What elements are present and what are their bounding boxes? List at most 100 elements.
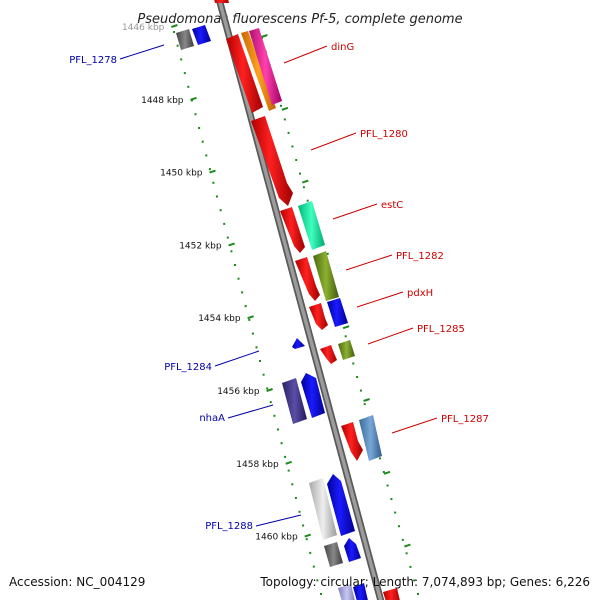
gene-PFL_1280[interactable] [251, 116, 293, 206]
guide-dot [291, 145, 294, 148]
axis-tick-mark [301, 179, 309, 184]
guide-dot [223, 222, 226, 225]
gene-pdxH[interactable] [327, 298, 348, 327]
guide-dot [283, 118, 286, 121]
gene-PFL_1287[interactable] [359, 415, 382, 461]
guide-dot [316, 579, 319, 582]
guide-dot [273, 414, 276, 417]
gene-nhaA-purple[interactable] [282, 378, 307, 424]
gene-PFL_1285-red[interactable] [320, 345, 337, 364]
gene-PFL_1278-gray[interactable] [176, 29, 194, 50]
gene-PFL_1282[interactable] [313, 251, 339, 301]
gene-pdxH-red[interactable] [309, 303, 328, 330]
guide-dot [287, 131, 290, 134]
guide-dot [244, 305, 247, 308]
guide-dot [356, 376, 359, 378]
guide-dot [190, 99, 193, 102]
guide-dot [386, 484, 389, 487]
guide-dot [219, 209, 222, 212]
gene-label-nhaA[interactable]: nhaA [199, 413, 225, 424]
guide-dot [390, 498, 393, 501]
guide-dot [413, 579, 416, 582]
gene-label-PFL_1280[interactable]: PFL_1280 [360, 129, 408, 140]
axis-tick-label: 1448 kbp [141, 96, 184, 106]
axis-tick-mark [363, 398, 370, 402]
guide-dot [251, 332, 254, 335]
axis-tick-label: 1452 kbp [179, 241, 222, 251]
axis-tick-label: 1450 kbp [160, 169, 203, 179]
guide-dot [269, 401, 272, 404]
guide-dot [401, 538, 404, 541]
guide-dot [287, 469, 290, 472]
gene-bottom-blue[interactable] [344, 538, 361, 562]
guide-dot [280, 104, 282, 107]
guide-dot [284, 455, 287, 458]
gene-label-PFL_1288[interactable]: PFL_1288 [205, 521, 253, 532]
guide-dot [309, 551, 312, 554]
gene-label-PFL_1285[interactable]: PFL_1285 [417, 324, 465, 335]
guide-dot [226, 236, 229, 239]
guide-dot [187, 85, 190, 88]
gene-PFL_1284[interactable] [292, 338, 305, 349]
axis-tick-mark [209, 169, 216, 174]
guide-dot [208, 168, 211, 171]
axis-tick-mark [247, 315, 254, 320]
forward-genes [213, 0, 401, 600]
gene-dinG-orange[interactable] [241, 31, 276, 111]
axis-tick-label: 1454 kbp [198, 314, 241, 324]
gene-label-PFL_1278[interactable]: PFL_1278 [69, 55, 117, 66]
guide-dot [305, 538, 308, 541]
gene-PFL_1285[interactable] [338, 340, 355, 360]
guide-dot [299, 172, 301, 175]
axis-tick-mark [261, 34, 268, 38]
gene-bottom-blue2[interactable] [353, 583, 369, 600]
guide-dot [173, 31, 175, 33]
guide-dot [320, 593, 322, 595]
gene-PFL_1288[interactable] [327, 474, 355, 536]
guide-dot [409, 565, 412, 568]
gene-top-forward[interactable] [213, 0, 229, 3]
axis-tick-mark [171, 24, 178, 28]
guide-dot [312, 565, 315, 568]
gene-bottom-gray[interactable] [324, 542, 343, 567]
axis-tick-mark [304, 533, 312, 538]
dotted-guides [173, 31, 419, 595]
gene-label-dinG[interactable]: dinG [331, 42, 354, 53]
guide-dot [230, 250, 233, 253]
gene-label-PFL_1284[interactable]: PFL_1284 [164, 362, 212, 373]
axis-tick-mark [285, 460, 293, 465]
gene-PFL_1278[interactable] [192, 25, 211, 45]
axis-tick-mark [190, 96, 197, 101]
guide-dot [234, 264, 236, 266]
gene-label-PFL_1282[interactable]: PFL_1282 [396, 251, 444, 262]
gene-estC[interactable] [298, 201, 325, 250]
map-title: Pseudomonas fluorescens Pf-5, complete g… [137, 12, 462, 27]
axis-tick-mark [342, 325, 350, 330]
guide-dot [295, 159, 298, 161]
axis-tick-mark [266, 388, 273, 392]
gene-PFL_1282-red[interactable] [295, 257, 320, 301]
gene-dinG-pink[interactable] [249, 28, 282, 105]
guide-dot [201, 140, 204, 143]
gene-bottom-forward[interactable] [383, 588, 401, 600]
guide-dot [363, 403, 366, 406]
axis-tick-label: 1456 kbp [217, 387, 260, 397]
axis-tick-mark [404, 543, 411, 548]
gene-bottom-lavender[interactable] [338, 584, 356, 600]
gene-label-pdxH[interactable]: pdxH [407, 288, 433, 299]
gene-PFL_1288-gray[interactable] [309, 478, 337, 540]
guide-dot [237, 277, 240, 280]
guide-dot [183, 72, 186, 75]
guide-dot [216, 195, 218, 198]
gene-label-estC[interactable]: estC [381, 200, 403, 211]
gene-estC-red[interactable] [280, 207, 305, 253]
gene-nhaA[interactable] [301, 373, 325, 418]
gene-label-layer: dinG PFL_1280 estC PFL_1282 pdxH PFL_128… [69, 42, 489, 532]
gene-dinG-red[interactable] [226, 34, 263, 113]
gene-label-PFL_1287[interactable]: PFL_1287 [441, 414, 489, 425]
guide-dot [280, 442, 283, 445]
gene-PFL_1287-red[interactable] [341, 422, 363, 461]
guide-dot [302, 524, 305, 527]
guide-dot [180, 58, 183, 61]
guide-dot [405, 552, 408, 555]
